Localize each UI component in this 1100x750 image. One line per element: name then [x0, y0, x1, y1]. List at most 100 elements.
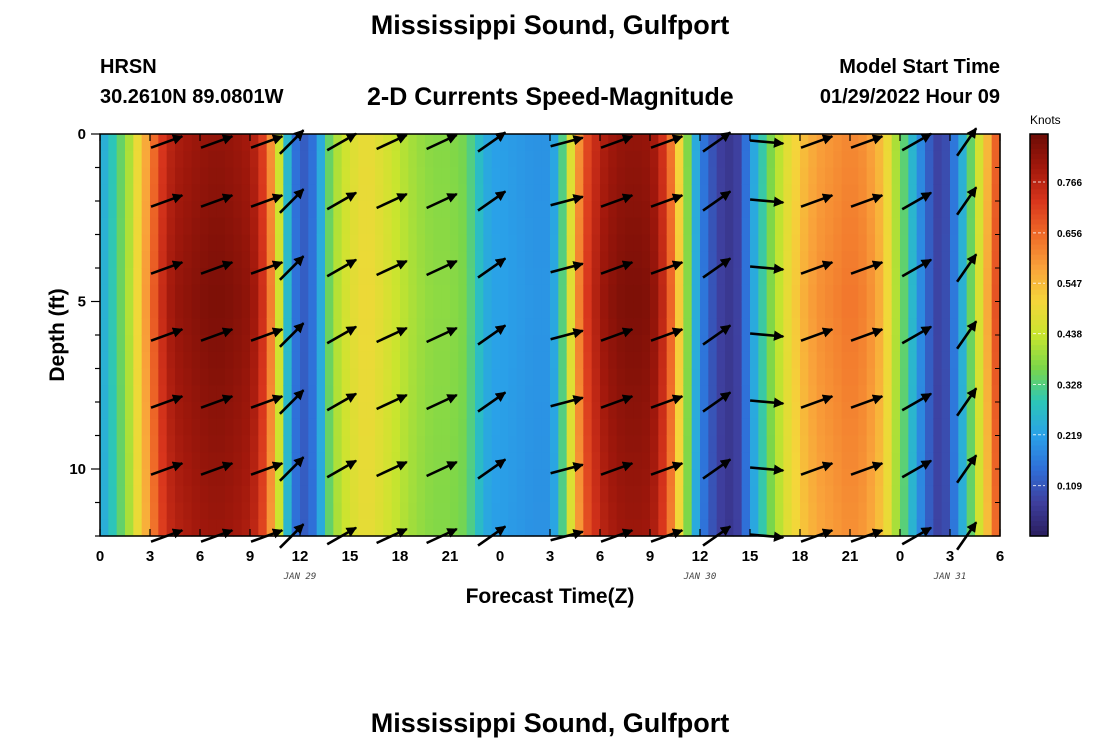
heatmap-cell	[675, 184, 684, 202]
heatmap-cell	[500, 335, 509, 353]
heatmap-cell	[733, 301, 743, 319]
heatmap-cell	[525, 318, 534, 336]
heatmap-cell	[591, 435, 601, 453]
heatmap-cell	[750, 184, 759, 202]
heatmap-cell	[641, 318, 651, 336]
heatmap-cell	[716, 435, 726, 453]
heatmap-cell	[691, 469, 701, 487]
heatmap-cell	[158, 268, 168, 286]
heatmap-cell	[883, 519, 893, 537]
heatmap-cell	[733, 351, 743, 370]
heatmap-cell	[400, 318, 409, 336]
heatmap-cell	[591, 268, 601, 286]
heatmap-cell	[550, 167, 559, 185]
heatmap-cell	[941, 301, 951, 319]
heatmap-cell	[316, 184, 326, 202]
heatmap-cell	[691, 268, 701, 286]
heatmap-cell	[808, 234, 818, 252]
heatmap-cell	[850, 418, 859, 437]
heatmap-cell	[433, 318, 443, 336]
heatmap-cell	[241, 234, 251, 252]
heatmap-cell	[133, 318, 143, 336]
heatmap-cell	[566, 435, 576, 453]
heatmap-cell	[691, 201, 701, 219]
heatmap-cell	[916, 418, 926, 437]
heatmap-cell	[250, 217, 259, 236]
heatmap-cell	[200, 335, 209, 353]
heatmap-cell	[883, 385, 893, 403]
heatmap-cell	[166, 318, 176, 336]
current-vector	[800, 461, 834, 476]
heatmap-cell	[525, 485, 534, 504]
heatmap-cell	[141, 150, 151, 169]
heatmap-cell	[500, 418, 509, 437]
heatmap-cell	[366, 301, 376, 319]
heatmap-cell	[950, 418, 959, 437]
heatmap-cell	[850, 284, 859, 303]
heatmap-cell	[800, 385, 809, 403]
heatmap-cell	[883, 184, 893, 202]
heatmap-cell	[725, 351, 734, 370]
heatmap-cell	[333, 368, 343, 386]
heatmap-cell	[941, 318, 951, 336]
heatmap-cell	[591, 385, 601, 403]
heatmap-cell	[908, 469, 918, 487]
heatmap-cell	[575, 201, 584, 219]
heatmap-cell	[458, 134, 468, 152]
heatmap-cell	[400, 217, 409, 236]
current-vector	[150, 461, 184, 476]
heatmap-cell	[900, 301, 909, 319]
heatmap-cell	[716, 502, 726, 520]
day-label: JAN 30	[683, 572, 717, 582]
heatmap-cell	[783, 418, 793, 437]
heatmap-cell	[300, 469, 309, 487]
heatmap-cell	[325, 351, 334, 370]
heatmap-cell	[700, 167, 709, 185]
current-vector	[956, 454, 978, 484]
heatmap-cell	[633, 167, 643, 185]
heatmap-cell	[391, 385, 401, 403]
heatmap-cell	[600, 301, 609, 319]
heatmap-cell	[550, 485, 559, 504]
heatmap-cell	[275, 368, 284, 386]
colorbar-tick-label: 0.219	[1057, 431, 1082, 442]
heatmap-cell	[283, 485, 293, 504]
heatmap-cell	[833, 284, 843, 303]
heatmap-cell	[908, 284, 918, 303]
heatmap-cell	[741, 469, 751, 487]
heatmap-cell	[941, 469, 951, 487]
heatmap-cell	[508, 318, 518, 336]
current-vector	[200, 461, 234, 476]
heatmap-cell	[133, 485, 143, 504]
heatmap-cell	[508, 452, 518, 470]
heatmap-cell	[883, 167, 893, 185]
heatmap-cell	[550, 150, 559, 169]
heatmap-cell	[891, 268, 901, 286]
heatmap-cell	[191, 167, 201, 185]
heatmap-cell	[300, 519, 309, 537]
heatmap-cell	[950, 318, 959, 336]
heatmap-cell	[841, 184, 851, 202]
heatmap-cell	[308, 217, 318, 236]
heatmap-cell	[225, 469, 234, 487]
heatmap-cell	[200, 368, 209, 386]
heatmap-cell	[125, 502, 134, 520]
heatmap-cell	[833, 469, 843, 487]
heatmap-cell	[658, 469, 668, 487]
heatmap-cell	[225, 335, 234, 353]
heatmap-cell	[775, 301, 784, 319]
heatmap-cell	[300, 184, 309, 202]
heatmap-cell	[241, 318, 251, 336]
colorbar-segment	[1030, 224, 1048, 231]
heatmap-cell	[125, 469, 134, 487]
heatmap-cell	[541, 502, 551, 520]
heatmap-cell	[700, 385, 709, 403]
heatmap-cell	[441, 385, 451, 403]
heatmap-cell	[683, 284, 693, 303]
heatmap-cell	[258, 402, 268, 420]
heatmap-cell	[208, 284, 218, 303]
heatmap-cell	[116, 184, 126, 202]
heatmap-cell	[566, 318, 576, 336]
heatmap-cell	[258, 519, 268, 537]
